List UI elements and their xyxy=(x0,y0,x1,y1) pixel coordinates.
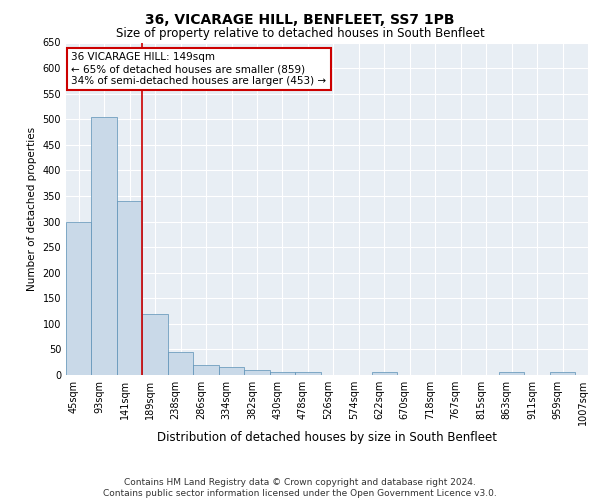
Bar xyxy=(66,222,91,375)
Bar xyxy=(193,365,219,375)
Text: 36, VICARAGE HILL, BENFLEET, SS7 1PB: 36, VICARAGE HILL, BENFLEET, SS7 1PB xyxy=(145,12,455,26)
Y-axis label: Number of detached properties: Number of detached properties xyxy=(27,126,37,291)
Bar xyxy=(270,372,295,375)
Bar xyxy=(295,372,320,375)
Bar xyxy=(142,314,168,375)
Text: 36 VICARAGE HILL: 149sqm
← 65% of detached houses are smaller (859)
34% of semi-: 36 VICARAGE HILL: 149sqm ← 65% of detach… xyxy=(71,52,326,86)
Bar xyxy=(499,372,524,375)
Bar xyxy=(168,352,193,375)
Bar xyxy=(371,372,397,375)
Bar xyxy=(91,116,117,375)
Bar xyxy=(550,372,575,375)
Text: Contains HM Land Registry data © Crown copyright and database right 2024.
Contai: Contains HM Land Registry data © Crown c… xyxy=(103,478,497,498)
Bar xyxy=(244,370,270,375)
X-axis label: Distribution of detached houses by size in South Benfleet: Distribution of detached houses by size … xyxy=(157,431,497,444)
Bar xyxy=(117,201,142,375)
Text: Size of property relative to detached houses in South Benfleet: Size of property relative to detached ho… xyxy=(116,28,484,40)
Bar xyxy=(219,368,244,375)
